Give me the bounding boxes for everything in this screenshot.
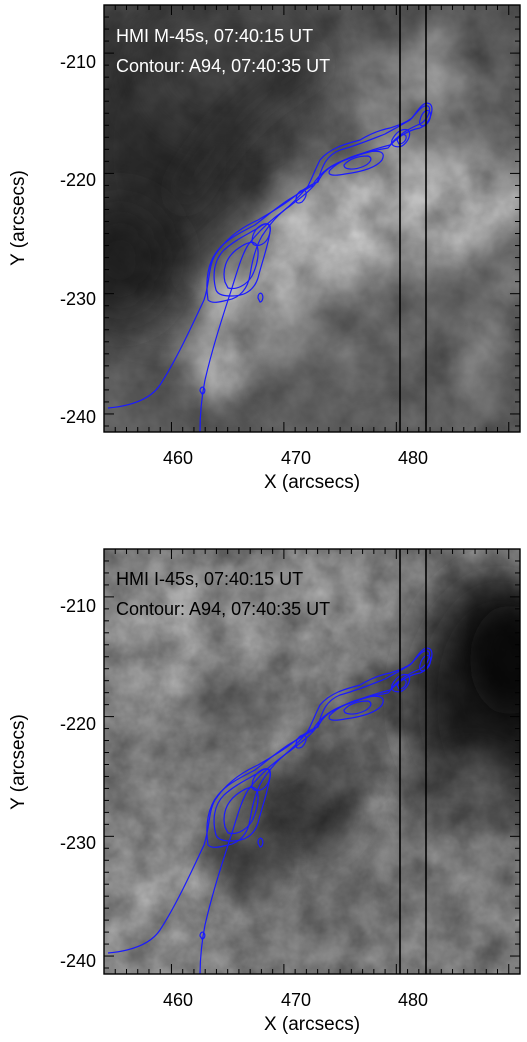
y-axis-label-top: Y (arcsecs)	[8, 170, 29, 266]
ticks-bottom	[103, 548, 521, 974]
contour-12	[257, 292, 264, 303]
contour-7	[328, 695, 384, 721]
contour-6	[295, 189, 307, 204]
y-tick-label-bottom-220: -220	[60, 714, 96, 734]
contour-6	[295, 734, 307, 749]
contour-7	[328, 150, 384, 176]
contour-5	[251, 223, 271, 247]
x-axis-label-top: X (arcsecs)	[264, 472, 360, 493]
magnetogram-image	[104, 5, 520, 432]
y-tick-label-bottom-240: -240	[60, 951, 96, 971]
slit-lines-top	[399, 5, 427, 432]
contour-5	[251, 768, 271, 792]
y-tick-label-bottom-230: -230	[60, 833, 96, 853]
contour-2	[206, 650, 431, 848]
overlay-line2-bottom: Contour: A94, 07:40:35 UT	[116, 599, 330, 619]
slit-lines-bottom	[399, 549, 427, 974]
y-tick-label-top-240: -240	[60, 407, 96, 427]
contour-4	[223, 241, 259, 290]
overlay-line2-top: Contour: A94, 07:40:35 UT	[116, 56, 330, 76]
x-axis-label-bottom: X (arcsecs)	[264, 1014, 360, 1035]
y-axis-label-bottom: Y (arcsecs)	[8, 714, 29, 810]
contour-13	[199, 386, 206, 395]
x-tick-label-bottom-470: 470	[281, 990, 311, 1010]
contour-4	[223, 786, 259, 835]
x-tick-label-top-470: 470	[281, 448, 311, 468]
x-tick-label-bottom-460: 460	[163, 990, 193, 1010]
contour-13	[199, 931, 206, 940]
contour-8	[343, 700, 372, 715]
panel-bottom: HMI I-45s, 07:40:15 UT Contour: A94, 07:…	[8, 548, 521, 1035]
overlay-line1-bottom: HMI I-45s, 07:40:15 UT	[116, 569, 303, 589]
panel-top: HMI M-45s, 07:40:15 UT Contour: A94, 07:…	[8, 4, 521, 493]
contour-8	[343, 155, 372, 170]
frame-bottom	[103, 548, 521, 975]
x-tick-label-top-460: 460	[163, 448, 193, 468]
overlay-line1-top: HMI M-45s, 07:40:15 UT	[116, 26, 313, 46]
continuum-image	[104, 549, 520, 974]
ticks-top	[103, 4, 521, 432]
contour-11	[419, 109, 432, 127]
contour-12	[257, 837, 264, 848]
y-tick-label-bottom-210: -210	[60, 596, 96, 616]
contour-11	[419, 654, 432, 672]
contour-set-top	[107, 102, 433, 432]
y-tick-label-top-220: -220	[60, 170, 96, 190]
y-tick-label-top-230: -230	[60, 289, 96, 309]
contour-set-bottom	[107, 647, 433, 974]
x-tick-label-top-480: 480	[398, 448, 428, 468]
frame-top	[103, 4, 521, 433]
contour-2	[206, 105, 431, 303]
x-tick-label-bottom-480: 480	[398, 990, 428, 1010]
y-tick-label-top-210: -210	[60, 52, 96, 72]
